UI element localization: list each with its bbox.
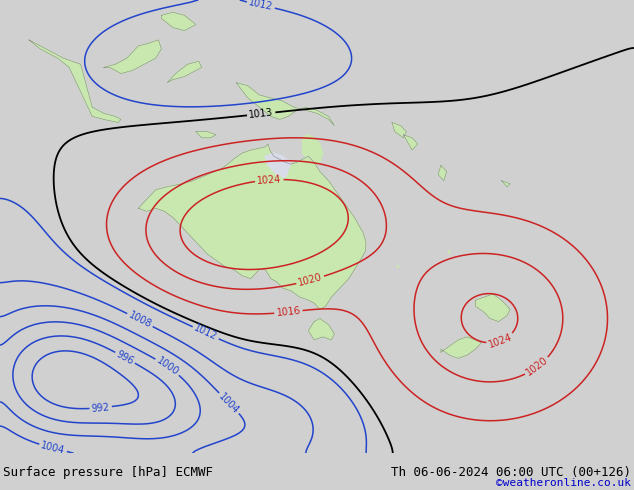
- Text: 1012: 1012: [192, 323, 219, 343]
- Polygon shape: [308, 318, 334, 340]
- Text: 996: 996: [115, 349, 136, 367]
- Text: 1020: 1020: [297, 272, 323, 288]
- Polygon shape: [441, 337, 481, 358]
- Text: 1000: 1000: [155, 356, 181, 378]
- Polygon shape: [403, 135, 418, 150]
- Text: ©weatheronline.co.uk: ©weatheronline.co.uk: [496, 478, 631, 488]
- Polygon shape: [167, 61, 202, 83]
- Text: 1020: 1020: [524, 355, 550, 378]
- Text: 1024: 1024: [487, 332, 514, 350]
- Polygon shape: [162, 12, 196, 30]
- Text: 1012: 1012: [248, 0, 274, 13]
- Polygon shape: [476, 294, 510, 321]
- Text: 992: 992: [91, 402, 110, 414]
- Polygon shape: [196, 132, 216, 138]
- Text: Th 06-06-2024 06:00 UTC (00+126): Th 06-06-2024 06:00 UTC (00+126): [391, 466, 631, 479]
- Text: 1016: 1016: [276, 306, 301, 318]
- Polygon shape: [302, 135, 323, 165]
- Polygon shape: [392, 122, 406, 138]
- Polygon shape: [448, 251, 450, 253]
- Polygon shape: [29, 40, 121, 122]
- Polygon shape: [265, 153, 291, 177]
- Polygon shape: [104, 40, 162, 74]
- Text: 1004: 1004: [40, 440, 66, 456]
- Text: 1004: 1004: [217, 391, 241, 416]
- Text: 1024: 1024: [257, 174, 282, 186]
- Polygon shape: [397, 266, 399, 267]
- Polygon shape: [501, 181, 510, 187]
- Polygon shape: [438, 165, 447, 181]
- Text: 1008: 1008: [127, 310, 153, 330]
- Polygon shape: [138, 144, 366, 309]
- Text: Surface pressure [hPa] ECMWF: Surface pressure [hPa] ECMWF: [3, 466, 213, 479]
- Text: 1013: 1013: [249, 108, 274, 120]
- Polygon shape: [236, 83, 334, 125]
